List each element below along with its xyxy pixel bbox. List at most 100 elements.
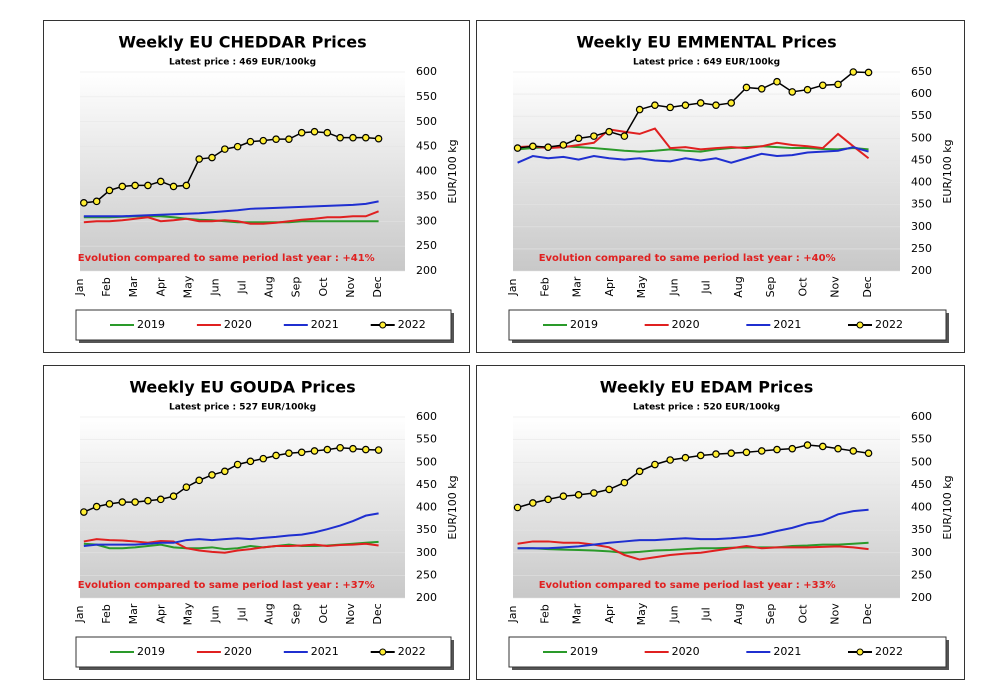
y-axis-label: EUR/100 kg <box>941 475 954 539</box>
y-tick-label: 450 <box>416 140 437 153</box>
series-line <box>517 541 869 554</box>
chart-title: Weekly EU EDAM Prices <box>600 378 813 397</box>
x-tick-label: Mar <box>127 603 140 624</box>
point <box>297 448 306 457</box>
x-tick-label: May <box>181 275 194 298</box>
point <box>323 445 332 454</box>
x-tick-label: Mar <box>571 603 584 624</box>
point <box>803 441 812 449</box>
point <box>374 446 383 454</box>
point <box>712 101 720 109</box>
x-tick-label: Feb <box>100 604 113 623</box>
legend-label: 2021 <box>773 645 801 658</box>
x-tick-label: Sep <box>764 604 777 625</box>
legend-label: 2021 <box>773 318 801 331</box>
chart-title: Weekly EU GOUDA Prices <box>129 378 355 397</box>
x-tick-label: Dec <box>861 603 874 624</box>
legend-label: 2019 <box>570 318 598 331</box>
x-tick-label: Jan <box>506 278 519 296</box>
y-tick-label: 400 <box>911 176 932 189</box>
y-tick-label: 400 <box>911 501 932 514</box>
point <box>233 142 242 151</box>
legend-label: 2020 <box>672 645 700 658</box>
legend-label: 2020 <box>224 645 252 658</box>
y-tick-label: 600 <box>911 410 932 423</box>
y-tick-label: 600 <box>416 65 437 78</box>
y-tick-label: 300 <box>911 220 932 233</box>
point <box>681 453 690 462</box>
y-tick-label: 450 <box>911 478 932 491</box>
x-tick-label: Apr <box>154 277 167 297</box>
y-tick-label: 450 <box>416 478 437 491</box>
x-tick-label: Oct <box>796 277 809 297</box>
point <box>195 476 203 485</box>
point <box>156 177 165 186</box>
point <box>310 447 319 455</box>
point <box>605 127 613 136</box>
point <box>849 68 858 76</box>
point <box>144 181 152 190</box>
point <box>864 449 873 458</box>
x-tick-label: Aug <box>263 603 276 624</box>
x-tick-label: Feb <box>100 277 113 296</box>
point <box>169 492 178 500</box>
x-tick-label: Sep <box>290 604 303 625</box>
series-line <box>83 200 379 218</box>
point <box>590 132 598 140</box>
chart-title: Weekly EU CHEDDAR Prices <box>118 33 366 52</box>
point <box>666 456 674 464</box>
y-tick-label: 250 <box>911 242 932 255</box>
x-tick-label: Oct <box>796 604 809 624</box>
point <box>336 133 344 142</box>
legend-label: 2021 <box>311 645 339 658</box>
x-tick-label: Jun <box>667 605 680 623</box>
legend-label: 2019 <box>137 318 165 331</box>
point <box>788 88 797 96</box>
point <box>544 143 552 151</box>
x-tick-label: Jun <box>667 278 680 296</box>
point <box>620 132 629 140</box>
series-line <box>517 508 869 550</box>
point <box>169 182 178 191</box>
point <box>742 448 751 457</box>
series-line <box>517 540 869 561</box>
x-tick-label: Aug <box>263 276 276 297</box>
annotation: Evolution compared to same period last y… <box>539 580 836 591</box>
point <box>233 460 242 469</box>
point <box>559 141 568 149</box>
point <box>336 443 344 452</box>
y-axis-label: EUR/100 kg <box>446 475 459 539</box>
x-tick-label: Apr <box>154 604 167 624</box>
point <box>803 85 812 94</box>
point <box>849 447 858 455</box>
chart-subtitle: Latest price : 469 EUR/100kg <box>169 58 316 68</box>
x-tick-label: Dec <box>371 603 384 624</box>
x-tick-label: Feb <box>538 604 551 623</box>
legend-label: 2020 <box>672 318 700 331</box>
chart-panel: Weekly EU GOUDA Prices Latest price : 527… <box>43 365 470 680</box>
point <box>92 502 101 511</box>
plot-area <box>513 72 900 271</box>
y-tick-label: 550 <box>416 433 437 446</box>
legend-box <box>508 309 947 341</box>
point <box>727 449 736 458</box>
point <box>788 444 797 453</box>
x-tick-label: Jan <box>506 605 519 623</box>
point <box>131 181 139 190</box>
legend-label: 2022 <box>398 645 426 658</box>
point <box>259 454 268 463</box>
point <box>773 77 781 86</box>
legend-marker <box>856 648 864 656</box>
legend-label: 2022 <box>398 318 426 331</box>
point <box>529 499 537 507</box>
point <box>310 127 319 136</box>
y-tick-label: 500 <box>911 131 932 144</box>
annotation: Evolution compared to same period last y… <box>78 580 375 591</box>
point <box>513 144 522 152</box>
y-tick-label: 550 <box>911 109 932 122</box>
y-tick-label: 400 <box>416 165 437 178</box>
point <box>118 182 127 191</box>
point <box>349 133 357 142</box>
x-tick-label: Jul <box>236 607 249 621</box>
